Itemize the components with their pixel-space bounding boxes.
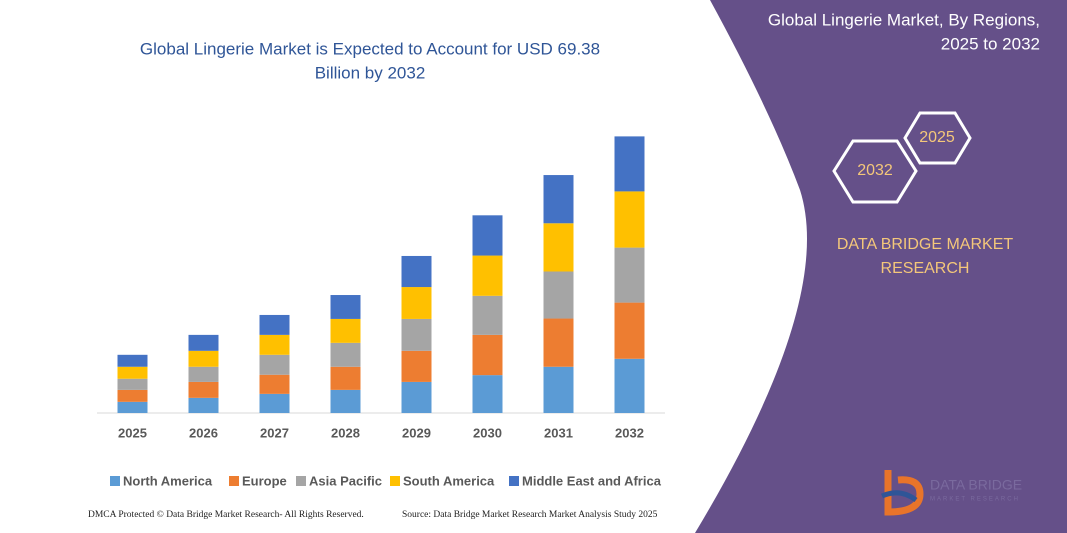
bar-segment xyxy=(401,255,432,288)
bar-segment xyxy=(472,215,503,256)
legend-swatch xyxy=(509,476,519,486)
bar-segment xyxy=(614,358,645,413)
footer-text: DMCA Protected © Data Bridge Market Rese… xyxy=(88,509,364,520)
side-panel xyxy=(695,0,1067,533)
chart-title: Global Lingerie Market is Expected to Ac… xyxy=(140,39,600,58)
x-tick-label: 2029 xyxy=(402,425,431,440)
bar-segment xyxy=(259,374,290,394)
bar-segment xyxy=(401,287,432,319)
bar-segment xyxy=(401,350,432,382)
bar-segment xyxy=(543,366,574,413)
bar-segment xyxy=(472,334,503,376)
logo-mark xyxy=(880,490,918,503)
bar-segment xyxy=(188,381,219,398)
bar-segment xyxy=(401,318,432,351)
bar-segment xyxy=(188,350,219,367)
logo-text: MARKET RESEARCH xyxy=(930,497,1020,503)
bar-segment xyxy=(330,389,361,413)
bar-segment xyxy=(259,334,290,355)
legend-label: North America xyxy=(123,473,213,488)
bar-segment xyxy=(472,375,503,413)
legend-label: South America xyxy=(403,473,495,488)
bar-segment xyxy=(117,389,148,402)
bar-segment xyxy=(614,136,645,192)
bar-segment xyxy=(543,223,574,272)
legend-swatch xyxy=(390,476,400,486)
x-tick-label: 2030 xyxy=(473,425,502,440)
legend-swatch xyxy=(296,476,306,486)
bar-segment xyxy=(330,342,361,367)
hexagon-label: 2025 xyxy=(919,129,955,146)
footer-text: Source: Data Bridge Market Research Mark… xyxy=(402,510,658,520)
legend-swatch xyxy=(110,476,120,486)
panel-title: 2025 to 2032 xyxy=(941,34,1040,53)
hexagon-label: 2032 xyxy=(857,162,893,179)
bar-segment xyxy=(330,295,361,319)
hexagon xyxy=(832,139,918,204)
x-tick-label: 2032 xyxy=(615,425,644,440)
bar-segment xyxy=(188,334,219,351)
bar-segment xyxy=(188,366,219,382)
bar-segment xyxy=(117,378,148,390)
bar-segment xyxy=(117,354,148,367)
hexagon xyxy=(903,111,972,165)
bar-segment xyxy=(259,393,290,413)
x-tick-label: 2031 xyxy=(544,425,573,440)
bar-segment xyxy=(614,247,645,303)
logo-text: DATA BRIDGE xyxy=(930,477,1022,493)
bar-segment xyxy=(259,314,290,335)
bar-segment xyxy=(259,354,290,375)
bar-segment xyxy=(188,397,219,413)
bar-segment xyxy=(614,302,645,359)
panel-title: Global Lingerie Market, By Regions, xyxy=(768,10,1040,29)
bar-segment xyxy=(543,318,574,367)
bar-segment xyxy=(117,366,148,379)
bar-segment xyxy=(543,175,574,224)
chart-title: Billion by 2032 xyxy=(315,63,426,82)
legend-swatch xyxy=(229,476,239,486)
logo: DATA BRIDGE MARKET RESEARCH xyxy=(880,470,1022,516)
bar-segment xyxy=(117,401,148,413)
bar-segment xyxy=(472,255,503,296)
legend-label: Middle East and Africa xyxy=(522,473,662,488)
x-tick-label: 2026 xyxy=(189,425,218,440)
bar-segment xyxy=(330,366,361,390)
legend-label: Europe xyxy=(242,473,287,488)
x-tick-label: 2027 xyxy=(260,425,289,440)
x-tick-label: 2025 xyxy=(118,425,147,440)
legend-label: Asia Pacific xyxy=(309,473,382,488)
bar-segment xyxy=(543,271,574,319)
x-tick-label: 2028 xyxy=(331,425,360,440)
brand-text: RESEARCH xyxy=(881,260,970,277)
bar-segment xyxy=(614,191,645,248)
logo-mark xyxy=(884,470,924,516)
bar-segment xyxy=(472,295,503,335)
bar-segment xyxy=(330,318,361,343)
bar-segment xyxy=(401,381,432,413)
brand-text: DATA BRIDGE MARKET xyxy=(837,236,1014,253)
